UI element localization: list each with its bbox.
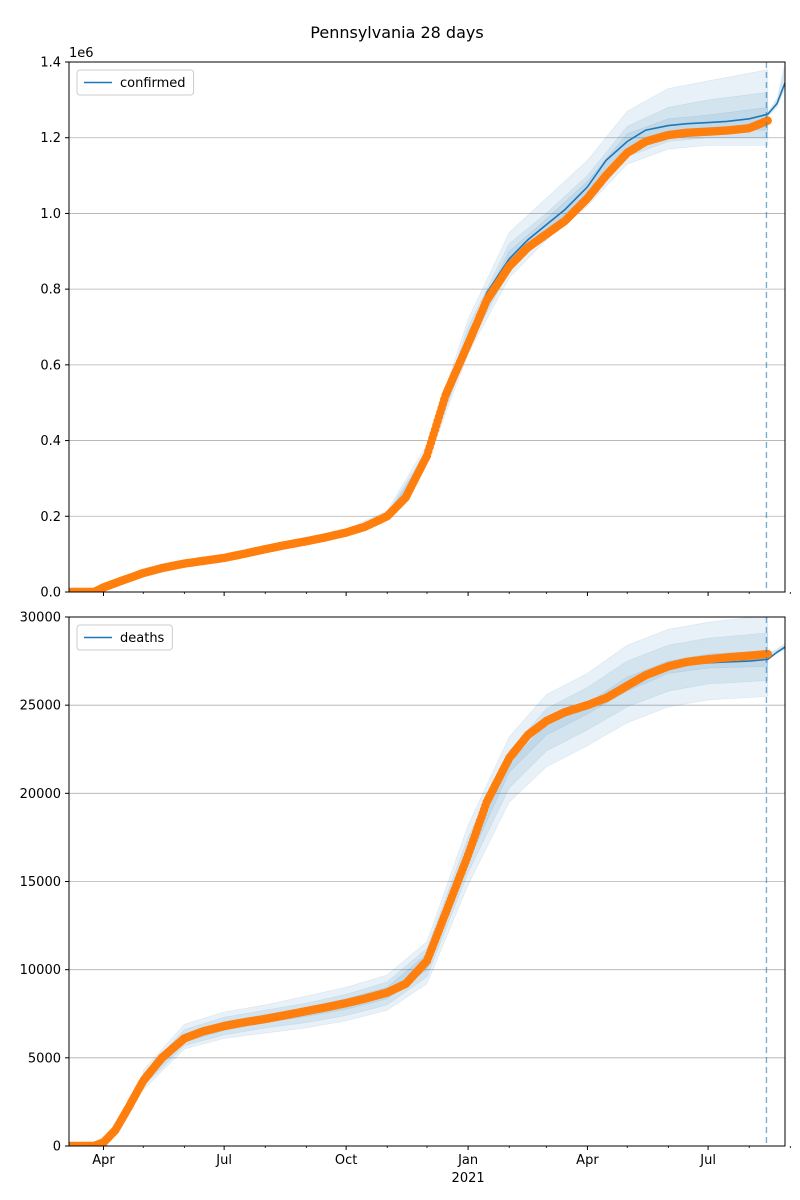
y-tick-label: 15000 [20, 875, 61, 890]
uncertainty-band [143, 650, 769, 1085]
deaths-panel: 0 5000 10000 15000 20000 25000 30000 deaths [20, 611, 791, 1155]
confirmed-panel: 0.0 0.2 0.4 0.6 0.8 1.0 1.2 1.4 1e6 confirmed [40, 46, 791, 601]
y-tick-label: 1.0 [40, 207, 61, 222]
y-tick-label: 0 [53, 1140, 61, 1155]
y-tick-label: 0.0 [40, 586, 61, 601]
y-tick-label: 0.6 [40, 358, 61, 373]
x-tick-label: Jul [699, 1153, 716, 1168]
legend-deaths: deaths [76, 624, 173, 651]
legend-box [76, 624, 173, 651]
legend-confirmed: confirmed [76, 69, 195, 96]
figure-title: Pennsylvania 28 days [310, 23, 483, 42]
x-year-label: 2021 [452, 1171, 485, 1186]
uncertainty-band [345, 69, 769, 536]
legend-box [76, 69, 195, 96]
y-tick-label: 1.4 [40, 56, 61, 71]
model-line-confirmed [69, 82, 785, 592]
uncertainty-band [143, 617, 769, 1091]
y-tick-label: 20000 [20, 787, 61, 802]
y-tick-label: 5000 [28, 1051, 61, 1066]
plot-area [69, 62, 785, 592]
y-tick-label: 10000 [20, 963, 61, 978]
x-tick-label: Jan [457, 1153, 478, 1168]
y-tick-label: 30000 [20, 611, 61, 626]
x-tick-label: Apr [576, 1153, 599, 1168]
y-tick-label: 1.2 [40, 131, 61, 146]
observed-point [763, 116, 772, 125]
y-tick-label: 25000 [20, 699, 61, 714]
x-tick-label: Apr [92, 1153, 115, 1168]
y-tick-label: 0.2 [40, 510, 61, 525]
y-tick-label: 0.4 [40, 434, 61, 449]
y-tick-label: 0.8 [40, 283, 61, 298]
observed-series-confirmed [69, 116, 772, 592]
observed-point [763, 649, 772, 659]
forecast-band [767, 643, 785, 658]
y-offset-label: 1e6 [69, 46, 94, 61]
x-tick-label: Oct [335, 1153, 357, 1168]
observed-series-deaths [69, 649, 772, 1146]
legend-label: confirmed [120, 76, 186, 91]
uncertainty-band [345, 107, 769, 534]
x-axis: Apr Jul Oct Jan Apr Jul 2021 [92, 1153, 716, 1186]
legend-label: deaths [120, 631, 165, 646]
uncertainty-band [143, 632, 769, 1087]
model-line-deaths [69, 646, 785, 1146]
plot-area [69, 617, 785, 1146]
x-tick-label: Jul [215, 1153, 232, 1168]
uncertainty-band [345, 91, 769, 535]
